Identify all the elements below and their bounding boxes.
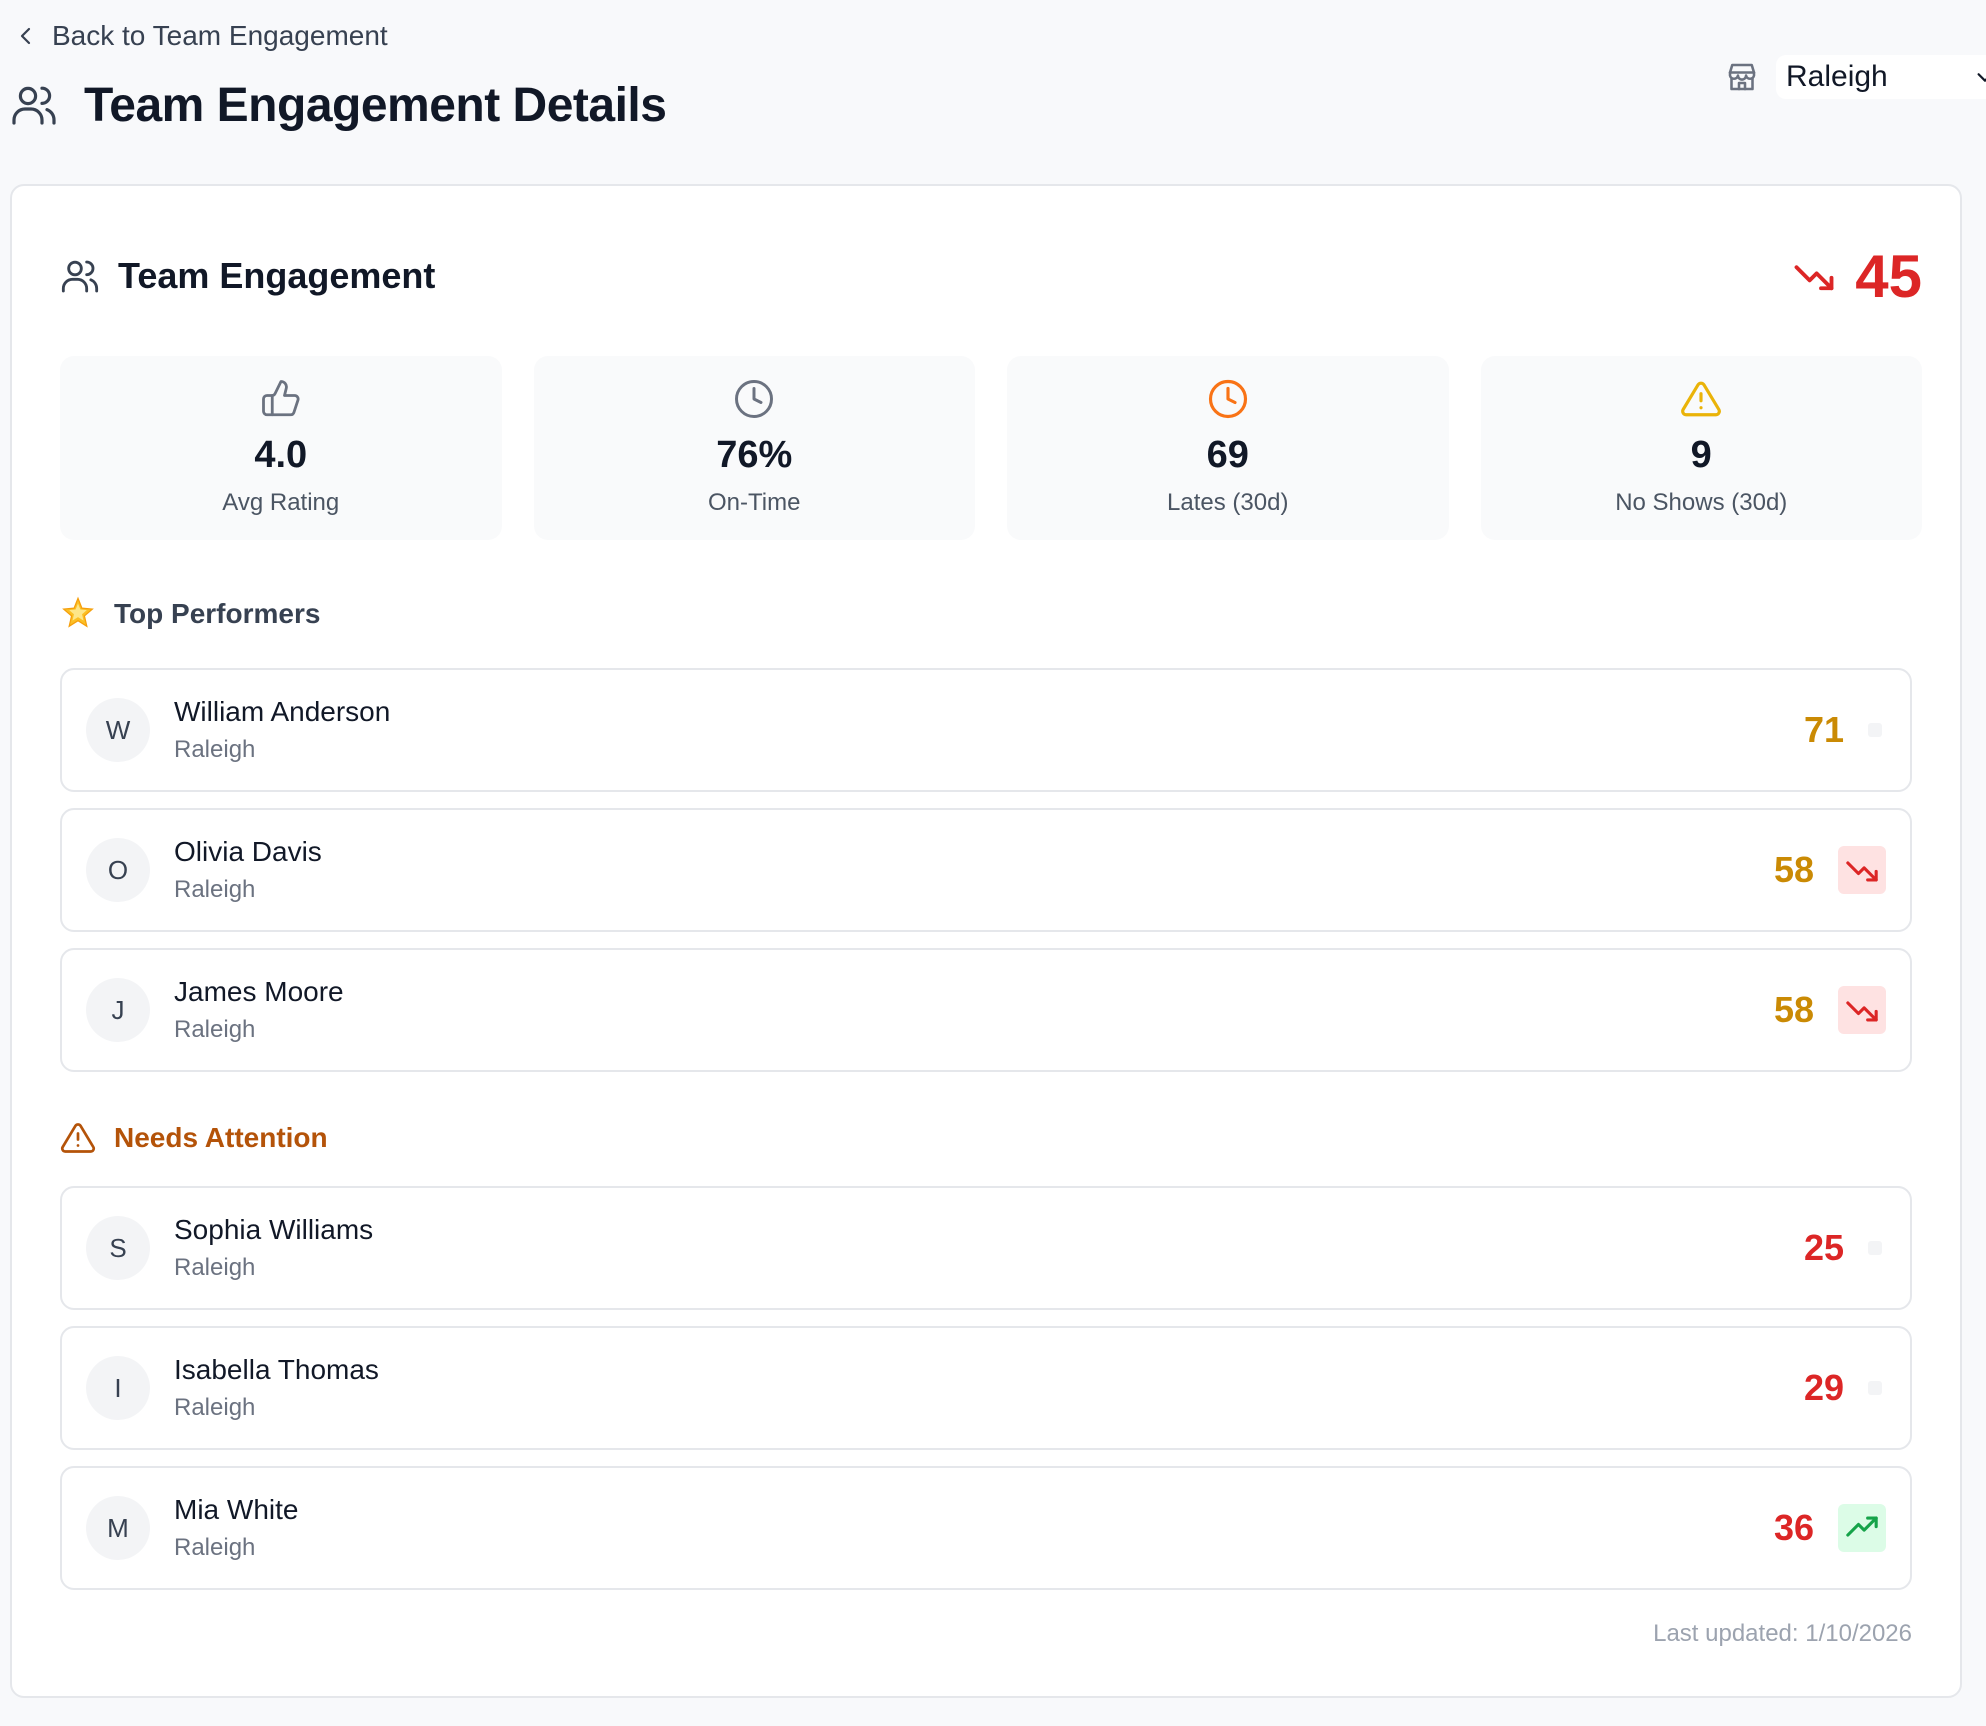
back-link[interactable]: Back to Team Engagement bbox=[14, 14, 388, 58]
clock-orange-icon bbox=[1208, 379, 1247, 419]
person-location: Raleigh bbox=[174, 1394, 256, 1421]
trend-placeholder bbox=[1868, 1381, 1882, 1395]
stat-no-shows: 9 No Shows (30d) bbox=[1480, 356, 1922, 540]
person-name: Isabella Thomas bbox=[174, 1354, 379, 1385]
person-location: Raleigh bbox=[174, 876, 256, 903]
list-item[interactable]: J James Moore Raleigh 58 bbox=[60, 948, 1912, 1072]
person-info: William Anderson Raleigh bbox=[174, 696, 1804, 764]
back-link-label: Back to Team Engagement bbox=[52, 20, 388, 51]
person-info: Sophia Williams Raleigh bbox=[174, 1214, 1804, 1282]
list-item[interactable]: W William Anderson Raleigh 71 bbox=[60, 668, 1912, 792]
store-select-dropdown[interactable]: Raleigh bbox=[1776, 55, 1986, 99]
chevron-left-icon bbox=[20, 27, 31, 45]
person-score: 58 bbox=[1773, 849, 1814, 890]
needs-attention-heading: Needs Attention bbox=[60, 1116, 328, 1160]
trend-placeholder bbox=[1868, 1241, 1882, 1255]
avatar: I bbox=[86, 1356, 150, 1420]
stat-label: No Shows (30d) bbox=[1615, 489, 1788, 516]
list-item[interactable]: S Sophia Williams Raleigh 25 bbox=[60, 1186, 1912, 1310]
stat-label: Avg Rating bbox=[222, 489, 340, 516]
trend-badge bbox=[1838, 846, 1886, 894]
person-location: Raleigh bbox=[174, 1016, 256, 1043]
stat-value: 69 bbox=[1206, 434, 1249, 476]
list-item[interactable]: M Mia White Raleigh 36 bbox=[60, 1466, 1912, 1590]
alert-triangle-icon bbox=[1681, 381, 1722, 417]
trending-up-icon bbox=[1846, 1516, 1878, 1537]
card-title: Team Engagement bbox=[118, 255, 436, 296]
trend-badge bbox=[1838, 986, 1886, 1034]
stats-row: 4.0 Avg Rating 76% On-Time 69 Lates (30d… bbox=[60, 356, 1922, 540]
stat-value: 76% bbox=[716, 434, 793, 476]
person-score: 29 bbox=[1803, 1367, 1844, 1408]
person-score: 71 bbox=[1803, 709, 1844, 750]
star-icon bbox=[62, 596, 94, 628]
person-score: 58 bbox=[1773, 989, 1814, 1030]
person-score: 36 bbox=[1773, 1507, 1814, 1548]
trending-down-icon bbox=[1794, 265, 1834, 291]
stat-lates: 69 Lates (30d) bbox=[1007, 356, 1449, 540]
person-name: Sophia Williams bbox=[174, 1214, 374, 1245]
trend-placeholder bbox=[1868, 723, 1882, 737]
needs-attention-title: Needs Attention bbox=[114, 1122, 328, 1153]
page-header: Team Engagement Details bbox=[10, 74, 667, 136]
person-info: James Moore Raleigh bbox=[174, 976, 1774, 1044]
trending-down-icon bbox=[1846, 1001, 1878, 1022]
card-header: Team Engagement 45 bbox=[60, 236, 1922, 316]
avatar: J bbox=[86, 978, 150, 1042]
person-info: Mia White Raleigh bbox=[174, 1494, 1774, 1562]
users-icon bbox=[61, 260, 99, 293]
stat-value: 4.0 bbox=[254, 434, 308, 476]
list-item[interactable]: I Isabella Thomas Raleigh 29 bbox=[60, 1326, 1912, 1450]
page-title: Team Engagement Details bbox=[84, 78, 667, 132]
overall-score-value: 45 bbox=[1855, 242, 1922, 310]
store-selector: Raleigh bbox=[1724, 54, 1986, 100]
card-title-wrap: Team Engagement bbox=[60, 255, 435, 297]
store-icon bbox=[1728, 63, 1756, 91]
avatar: S bbox=[86, 1216, 150, 1280]
clock-icon bbox=[735, 380, 774, 418]
stat-label: On-Time bbox=[708, 489, 801, 516]
person-name: Mia White bbox=[174, 1494, 299, 1525]
list-item[interactable]: O Olivia Davis Raleigh 58 bbox=[60, 808, 1912, 932]
person-location: Raleigh bbox=[174, 736, 256, 763]
top-performers-heading: Top Performers bbox=[60, 592, 320, 636]
person-info: Olivia Davis Raleigh bbox=[174, 836, 1774, 904]
stat-value: 9 bbox=[1690, 434, 1712, 476]
stat-label: Lates (30d) bbox=[1167, 489, 1289, 516]
team-engagement-card: Team Engagement 45 4.0 Avg Rating 76% On… bbox=[10, 184, 1962, 1698]
stat-avg-rating: 4.0 Avg Rating bbox=[60, 356, 502, 540]
avatar: O bbox=[86, 838, 150, 902]
alert-triangle-icon bbox=[60, 1123, 96, 1153]
avatar: W bbox=[86, 698, 150, 762]
last-updated: Last updated: 1/10/2026 bbox=[1653, 1620, 1912, 1647]
needs-attention-list: S Sophia Williams Raleigh 25 I Isabella … bbox=[60, 1186, 1912, 1606]
top-performers-list: W William Anderson Raleigh 71 O Olivia D… bbox=[60, 668, 1912, 1088]
person-name: William Anderson bbox=[174, 696, 391, 727]
stat-on-time: 76% On-Time bbox=[533, 356, 975, 540]
trend-badge bbox=[1838, 1504, 1886, 1552]
top-performers-title: Top Performers bbox=[114, 598, 321, 629]
trending-down-icon bbox=[1846, 861, 1878, 882]
chevron-down-icon bbox=[1977, 73, 1986, 82]
person-info: Isabella Thomas Raleigh bbox=[174, 1354, 1804, 1422]
person-name: Olivia Davis bbox=[174, 836, 322, 867]
person-score: 25 bbox=[1803, 1227, 1844, 1268]
person-name: James Moore bbox=[174, 976, 344, 1007]
person-location: Raleigh bbox=[174, 1254, 256, 1281]
avatar: M bbox=[86, 1496, 150, 1560]
store-select-value: Raleigh bbox=[1786, 60, 1888, 93]
users-icon bbox=[12, 86, 56, 125]
thumbs-up-icon bbox=[261, 380, 300, 417]
overall-score: 45 bbox=[1793, 242, 1922, 311]
person-location: Raleigh bbox=[174, 1534, 256, 1561]
